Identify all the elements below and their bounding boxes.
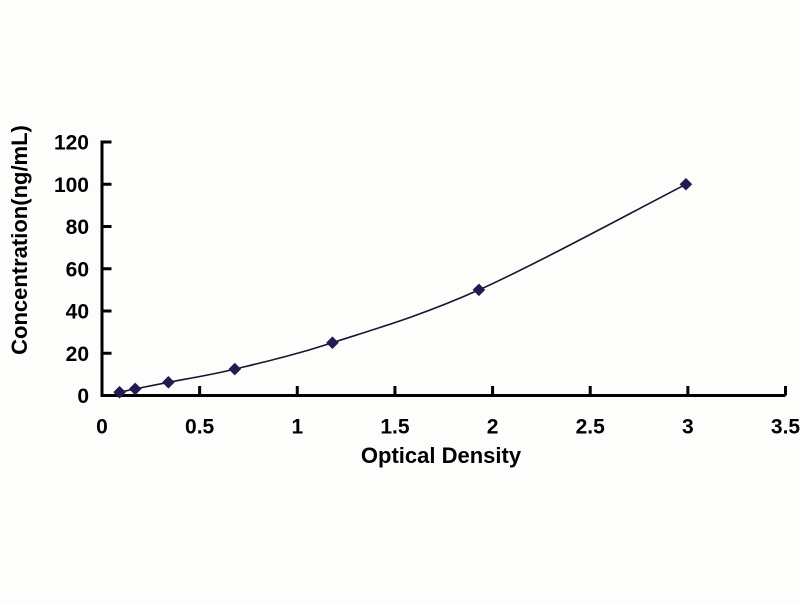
curve-line [119,183,687,393]
x-tick-label: 3 [682,416,694,439]
y-tick-label: 120 [54,132,89,155]
y-tick-label: 80 [66,216,89,239]
data-point-marker [228,362,242,376]
x-tick-label: 1 [291,416,303,439]
data-point-marker [679,177,693,191]
y-tick-label: 40 [66,301,89,324]
x-tick-label: 2.5 [576,416,606,439]
y-tick-label: 100 [54,174,89,197]
y-tick-labels: 0 20 40 60 80 100 120 [54,132,89,409]
x-axis-title: Optical Density [361,443,522,468]
x-tick-label: 0 [96,416,108,439]
y-axis-title: Concentration(ng/mL) [7,125,32,355]
x-tick-label: 1.5 [380,416,410,439]
y-tick-label: 0 [77,385,89,408]
data-point-marker [128,382,142,396]
y-tick-label: 60 [66,258,89,281]
y-tick-label: 20 [66,343,89,366]
x-tick-labels: 0 0.5 1 1.5 2 2.5 3 3.5 [96,416,800,439]
data-point-marker [113,385,126,399]
x-tick-label: 3.5 [771,416,800,439]
axes [100,140,787,397]
data-point-marker [472,283,486,297]
data-point-marker [162,375,175,389]
axis-spines [100,140,786,397]
data-point-marker [326,336,339,349]
data-points [113,177,693,399]
x-tick-label: 0.5 [185,416,215,439]
x-tick-label: 2 [487,416,499,439]
